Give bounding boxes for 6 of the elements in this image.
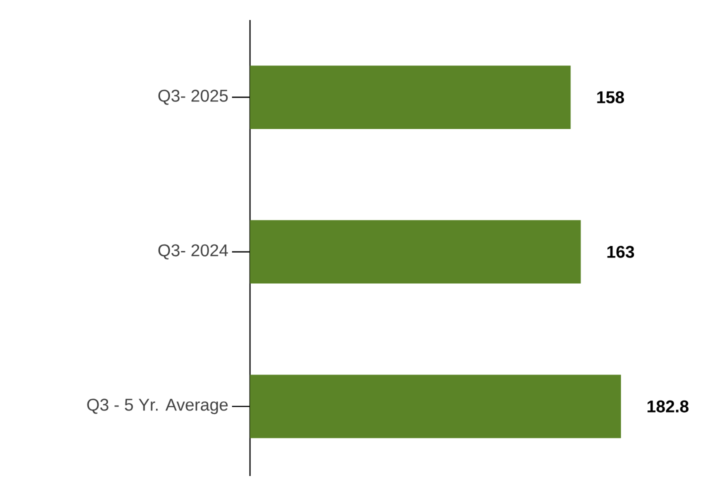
y-tick-label: Q3- 2025 — [158, 90, 228, 105]
data-label: 158 — [597, 91, 624, 104]
data-label: 182.8 — [648, 400, 689, 412]
y-tick-label: Q3- 2024 — [158, 244, 228, 260]
data-label: 163 — [607, 246, 634, 258]
y-tick-label: Q3 - 5 Yr. Average — [87, 398, 228, 414]
